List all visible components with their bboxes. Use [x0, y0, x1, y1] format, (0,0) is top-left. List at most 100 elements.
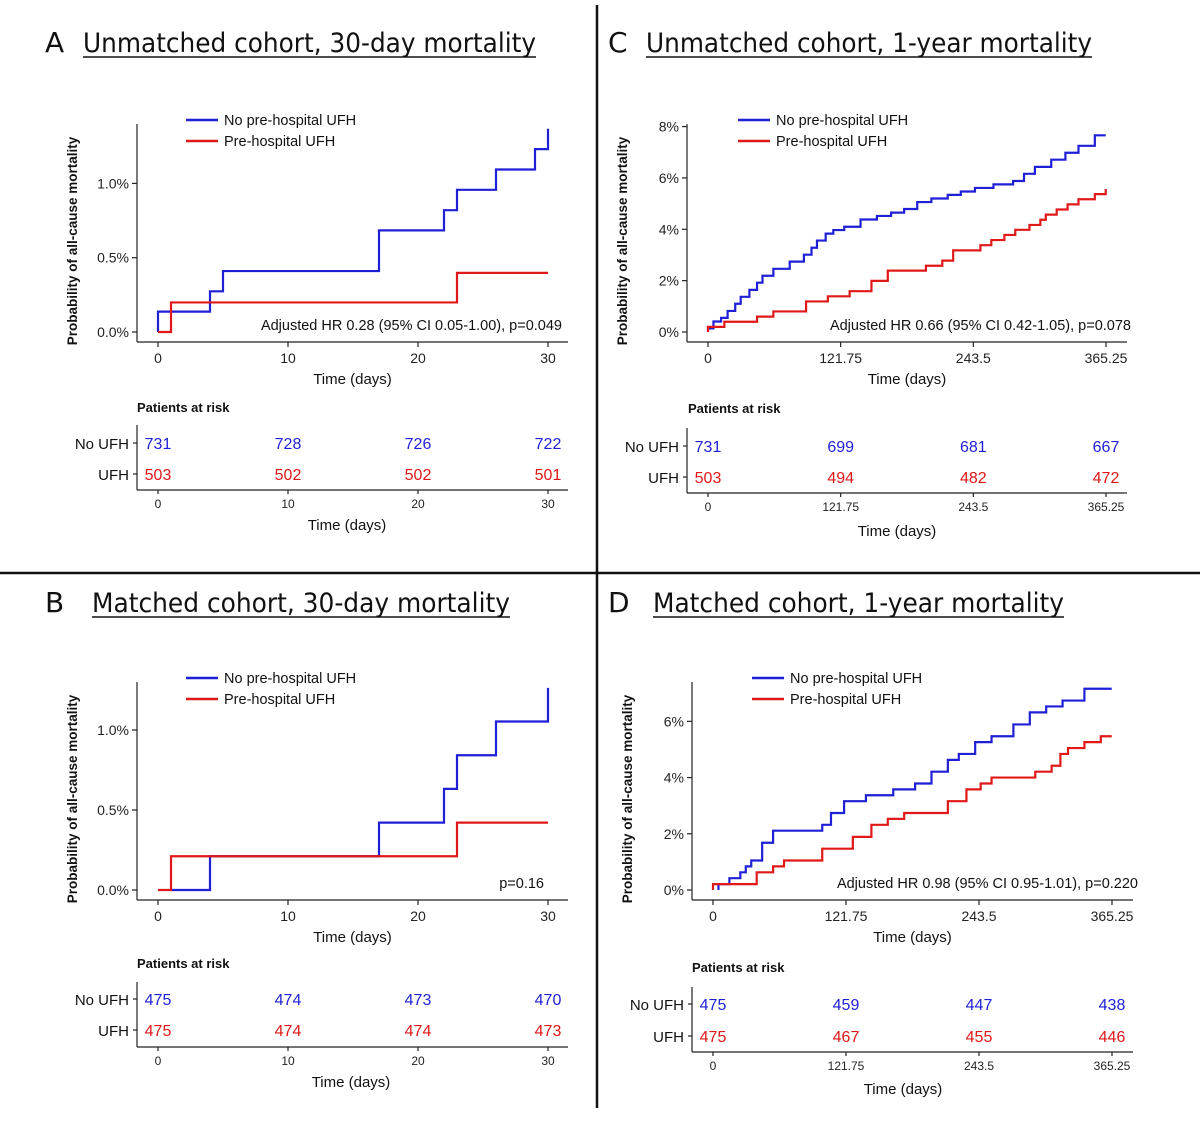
risk-group-label: UFH: [653, 1029, 684, 1046]
panel-title: Matched cohort, 30-day mortality: [92, 588, 510, 619]
risk-x-tick-label: 121.75: [822, 500, 859, 514]
panel-letter: A: [45, 26, 64, 59]
risk-count: 475: [145, 1023, 172, 1040]
y-tick-label: 6%: [664, 713, 684, 729]
risk-count: 731: [145, 436, 172, 453]
risk-count: 681: [960, 439, 987, 456]
risk-count: 438: [1099, 997, 1126, 1014]
no-ufh-curve: [171, 687, 550, 892]
x-tick-label: 243.5: [956, 350, 991, 366]
risk-x-tick-label: 0: [710, 1059, 717, 1073]
risk-x-tick-label: 0: [155, 497, 162, 511]
legend-label: Pre-hospital UFH: [790, 692, 901, 708]
legend-label: No pre-hospital UFH: [790, 671, 922, 687]
y-tick-label: 8%: [659, 119, 679, 135]
risk-x-axis-label: Time (days): [858, 523, 937, 540]
y-tick-label: 2%: [659, 273, 679, 289]
risk-count: 475: [700, 1029, 727, 1046]
risk-count: 475: [145, 992, 172, 1009]
risk-count: 699: [827, 439, 854, 456]
risk-group-label: No UFH: [630, 997, 684, 1014]
x-axis-label: Time (days): [873, 929, 952, 946]
legend-label: Pre-hospital UFH: [776, 134, 887, 150]
y-tick-label: 0%: [664, 882, 684, 898]
x-tick-label: 365.25: [1085, 350, 1128, 366]
risk-count: 470: [535, 992, 562, 1009]
no-ufh-curve: [706, 134, 1106, 332]
y-tick-label: 6%: [659, 170, 679, 186]
x-tick-label: 365.25: [1091, 908, 1134, 924]
risk-x-axis-label: Time (days): [312, 1074, 391, 1091]
x-tick-label: 121.75: [825, 908, 868, 924]
ufh-curve: [706, 188, 1107, 332]
risk-x-tick-label: 121.75: [828, 1059, 865, 1073]
panel-d: D Matched cohort, 1-year mortality 0% 2% 4% 6…: [608, 586, 1138, 1098]
risk-x-tick-label: 10: [281, 497, 295, 511]
risk-x-tick-label: 0: [705, 500, 712, 514]
risk-x-tick-label: 365.25: [1088, 500, 1125, 514]
legend-label: No pre-hospital UFH: [224, 671, 356, 687]
y-tick-label: 0.0%: [97, 882, 129, 898]
risk-count: 502: [405, 467, 432, 484]
x-tick-label: 20: [410, 908, 426, 924]
hr-annotation: Adjusted HR 0.98 (95% CI 0.95-1.01), p=0…: [837, 876, 1138, 892]
risk-count: 722: [535, 436, 562, 453]
x-tick-label: 0: [704, 350, 712, 366]
x-tick-label: 0: [709, 908, 717, 924]
y-tick-label: 0%: [659, 324, 679, 340]
risk-x-tick-label: 365.25: [1094, 1059, 1131, 1073]
risk-x-tick-label: 0: [155, 1054, 162, 1068]
legend-label: Pre-hospital UFH: [224, 134, 335, 150]
x-axis-label: Time (days): [313, 929, 392, 946]
panel-letter: B: [45, 586, 64, 619]
x-tick-label: 10: [280, 908, 296, 924]
y-tick-label: 2%: [664, 826, 684, 842]
y-tick-label: 1.0%: [97, 722, 129, 738]
risk-group-label: UFH: [98, 467, 129, 484]
x-axis-label: Time (days): [313, 371, 392, 388]
legend-label: No pre-hospital UFH: [224, 113, 356, 129]
risk-count: 474: [405, 1023, 432, 1040]
risk-count: 726: [405, 436, 432, 453]
risk-x-tick-label: 30: [541, 1054, 555, 1068]
hr-annotation: Adjusted HR 0.28 (95% CI 0.05-1.00), p=0…: [261, 318, 562, 334]
risk-count: 473: [535, 1023, 562, 1040]
y-tick-label: 4%: [664, 770, 684, 786]
panel-title: Unmatched cohort, 30-day mortality: [83, 28, 536, 59]
x-tick-label: 20: [410, 350, 426, 366]
risk-count: 467: [833, 1029, 860, 1046]
y-axis-label: Probability of all-cause mortality: [65, 136, 80, 345]
risk-x-tick-label: 243.5: [958, 500, 988, 514]
y-tick-label: 0.0%: [97, 324, 129, 340]
x-tick-label: 30: [540, 350, 556, 366]
risk-count: 455: [966, 1029, 993, 1046]
x-tick-label: 10: [280, 350, 296, 366]
risk-count: 494: [827, 470, 854, 487]
no-ufh-curve: [156, 128, 550, 332]
panel-title: Matched cohort, 1-year mortality: [653, 588, 1064, 619]
x-tick-label: 30: [540, 908, 556, 924]
hr-annotation: p=0.16: [499, 876, 544, 892]
risk-count: 474: [275, 992, 302, 1009]
risk-count: 728: [275, 436, 302, 453]
risk-x-axis-label: Time (days): [864, 1081, 943, 1098]
risk-count: 503: [145, 467, 172, 484]
panel-a: A Unmatched cohort, 30-day mortality 0.0% 0…: [45, 26, 568, 534]
y-axis-label: Probability of all-cause mortality: [620, 694, 635, 903]
risk-group-label: No UFH: [75, 436, 129, 453]
risk-group-label: UFH: [98, 1023, 129, 1040]
risk-group-label: No UFH: [75, 992, 129, 1009]
risk-count: 503: [695, 470, 722, 487]
risk-count: 482: [960, 470, 987, 487]
y-tick-label: 0.5%: [97, 802, 129, 818]
x-tick-label: 0: [154, 908, 162, 924]
panel-c: C Unmatched cohort, 1-year mortality 0% 2% 4…: [608, 26, 1131, 540]
panel-letter: C: [608, 26, 628, 59]
no-ufh-curve: [717, 687, 1112, 890]
risk-count: 501: [535, 467, 562, 484]
risk-table-header: Patients at risk: [137, 400, 230, 415]
x-axis-label: Time (days): [868, 371, 947, 388]
panel-title: Unmatched cohort, 1-year mortality: [646, 28, 1092, 59]
legend-label: No pre-hospital UFH: [776, 113, 908, 129]
